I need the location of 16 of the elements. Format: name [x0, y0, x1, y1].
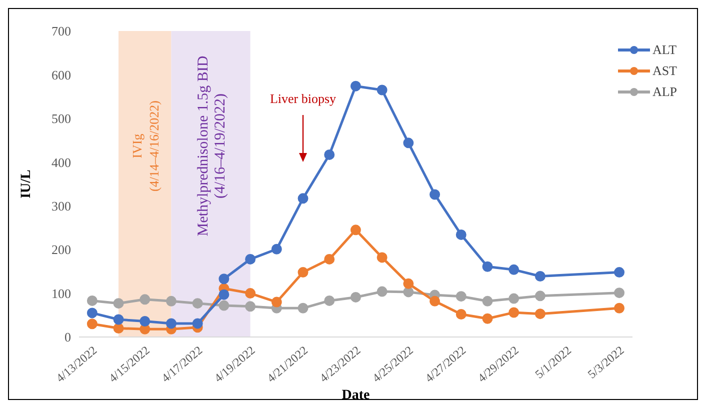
y-tick-label: 400 [52, 154, 71, 170]
x-axis-title: Date [342, 388, 370, 403]
legend-label: AST [652, 62, 677, 78]
band-label: IVIg (4/14–4/16/2022) [129, 100, 162, 192]
annotation: Liver biopsy [270, 91, 337, 106]
y-tick-label: 0 [64, 330, 71, 345]
y-tick-label: 200 [52, 242, 71, 258]
y-axis-title: IU/L [18, 170, 34, 198]
band-label: Methylprednisolone 1.5g BID (4/16–4/19/2022) [195, 56, 228, 236]
y-tick-label: 700 [52, 24, 71, 39]
y-tick-label: 300 [52, 198, 71, 214]
y-tick-label: 600 [52, 67, 71, 82]
y-tick-label: 500 [52, 111, 71, 126]
y-tick-label: 100 [52, 286, 71, 301]
legend-label: ALP [652, 84, 677, 100]
legend-label: ALT [652, 42, 677, 58]
